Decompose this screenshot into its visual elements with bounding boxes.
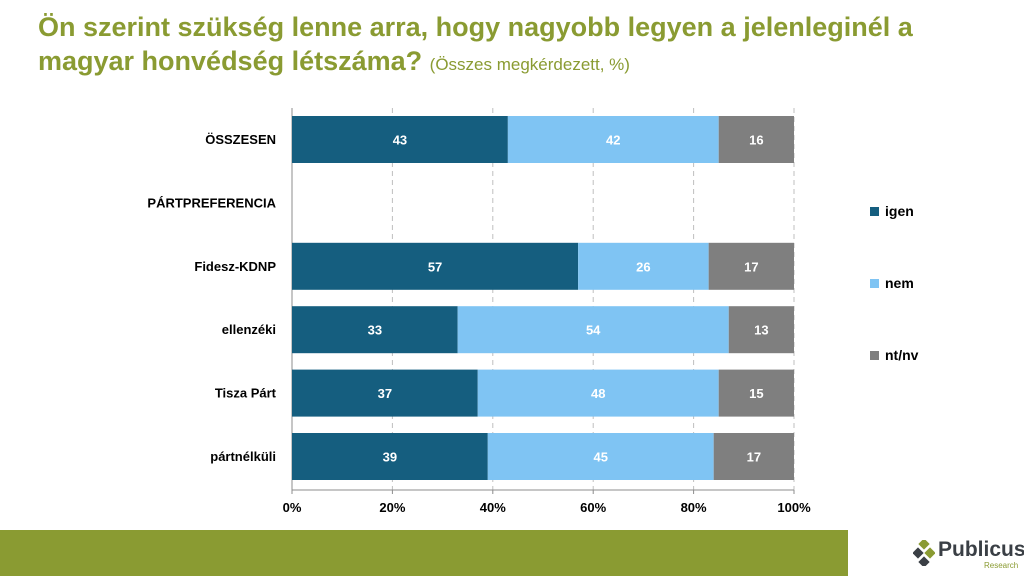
legend-label: nem [885,275,914,291]
title-subtitle: (Összes megkérdezett, %) [429,55,630,74]
bar-segment-ntnv [718,116,794,163]
logo-subtitle: Research [984,561,1019,570]
data-label: 48 [591,386,605,401]
title-main: Ön szerint szükség lenne arra, hogy nagy… [38,12,913,76]
x-tick-label: 0% [283,500,302,515]
data-label: 37 [378,386,392,401]
category-label: Fidesz-KDNP [194,259,276,274]
bar-segment-nem [507,116,719,163]
chart-title: Ön szerint szükség lenne arra, hogy nagy… [38,10,998,82]
bar-segment-igen [292,242,579,290]
bar-segment-ntnv [713,433,794,480]
data-label: 54 [586,323,601,338]
category-label: ÖSSZESEN [205,132,276,147]
legend-swatch [870,351,879,360]
bar-segment-igen [292,116,508,163]
data-label: 39 [383,450,397,465]
category-label: pártnélküli [210,449,276,464]
data-label: 45 [593,450,607,465]
category-label: Tisza Párt [215,386,277,401]
x-tick-label: 40% [480,500,506,515]
bar-segment-ntnv [728,306,794,354]
legend-label: igen [885,203,914,219]
publicus-logo-icon [913,540,935,566]
x-tick-label: 20% [379,500,405,515]
data-label: 57 [428,259,442,274]
x-tick-label: 100% [777,500,811,515]
data-label: 17 [744,259,758,274]
legend-swatch [870,207,879,216]
category-label: ellenzéki [222,322,276,337]
bar-segment-nem [477,369,719,417]
bar-segment-ntnv [718,369,794,417]
legend-label: nt/nv [885,347,919,363]
logo-name: Publicus [938,538,1024,561]
data-label: 16 [749,133,763,148]
data-label: 33 [368,323,382,338]
category-label: PÁRTPREFERENCIA [147,195,276,210]
data-label: 26 [636,259,650,274]
bar-segment-igen [292,369,478,417]
x-tick-label: 60% [580,500,606,515]
x-tick-label: 80% [681,500,707,515]
data-label: 13 [754,323,768,338]
data-label: 43 [393,133,407,148]
bar-segment-nem [487,433,714,480]
legend-swatch [870,279,879,288]
bar-segment-igen [292,433,488,480]
bar-segment-nem [457,306,729,354]
bar-segment-ntnv [708,242,794,290]
bar-segment-igen [292,306,458,354]
stacked-bar-chart: 0% 20% 40% 60% 80% 100% ÖSSZESEN 43 42 16 PÁRTPREF… [147,108,919,515]
data-label: 42 [606,133,620,148]
data-label: 17 [747,450,761,465]
data-label: 15 [749,386,763,401]
bar-segment-nem [578,242,709,290]
logo-area [848,530,1024,576]
